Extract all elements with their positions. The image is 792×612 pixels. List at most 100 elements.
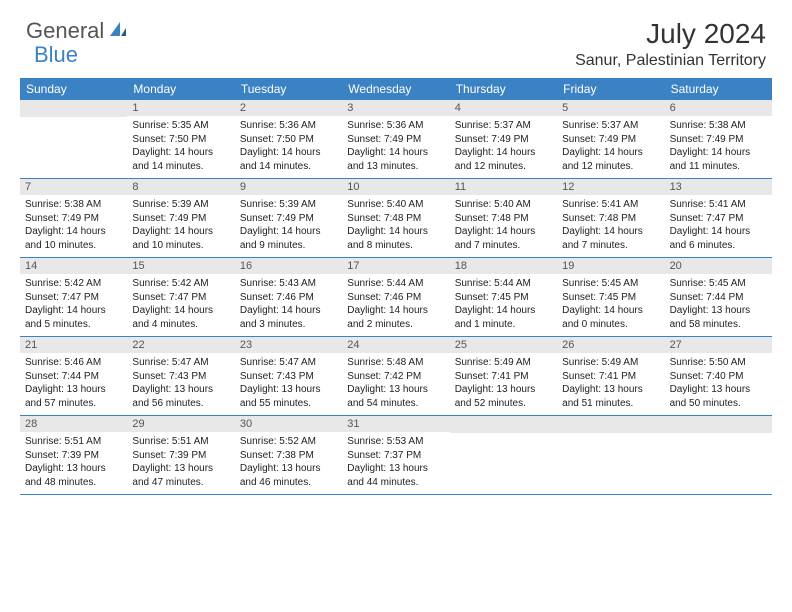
calendar-cell: 1Sunrise: 5:35 AMSunset: 7:50 PMDaylight… [127, 100, 234, 178]
daylight-line1: Daylight: 14 hours [240, 146, 337, 160]
sunset-text: Sunset: 7:45 PM [562, 291, 659, 305]
daylight-line2: and 5 minutes. [25, 318, 122, 332]
title-block: July 2024 Sanur, Palestinian Territory [575, 18, 766, 70]
cell-body: Sunrise: 5:51 AMSunset: 7:39 PMDaylight:… [127, 432, 234, 494]
cell-body: Sunrise: 5:40 AMSunset: 7:48 PMDaylight:… [450, 195, 557, 257]
sunset-text: Sunset: 7:49 PM [25, 212, 122, 226]
daylight-line2: and 13 minutes. [347, 160, 444, 174]
daylight-line1: Daylight: 13 hours [132, 383, 229, 397]
day-number: 20 [665, 258, 772, 274]
daylight-line2: and 6 minutes. [670, 239, 767, 253]
calendar-cell: 26Sunrise: 5:49 AMSunset: 7:41 PMDayligh… [557, 337, 664, 415]
sunrise-text: Sunrise: 5:38 AM [670, 119, 767, 133]
daylight-line2: and 57 minutes. [25, 397, 122, 411]
sunset-text: Sunset: 7:46 PM [347, 291, 444, 305]
daylight-line2: and 7 minutes. [562, 239, 659, 253]
weekday-header: Tuesday [235, 78, 342, 100]
calendar-cell: 15Sunrise: 5:42 AMSunset: 7:47 PMDayligh… [127, 258, 234, 336]
day-number [20, 100, 127, 117]
daylight-line2: and 11 minutes. [670, 160, 767, 174]
sunset-text: Sunset: 7:42 PM [347, 370, 444, 384]
daylight-line1: Daylight: 13 hours [670, 304, 767, 318]
daylight-line1: Daylight: 14 hours [240, 304, 337, 318]
sunrise-text: Sunrise: 5:42 AM [25, 277, 122, 291]
cell-body: Sunrise: 5:49 AMSunset: 7:41 PMDaylight:… [450, 353, 557, 415]
sunrise-text: Sunrise: 5:44 AM [347, 277, 444, 291]
sunrise-text: Sunrise: 5:36 AM [240, 119, 337, 133]
sunrise-text: Sunrise: 5:39 AM [132, 198, 229, 212]
cell-body: Sunrise: 5:45 AMSunset: 7:45 PMDaylight:… [557, 274, 664, 336]
sunset-text: Sunset: 7:49 PM [347, 133, 444, 147]
daylight-line2: and 3 minutes. [240, 318, 337, 332]
sunrise-text: Sunrise: 5:35 AM [132, 119, 229, 133]
sunrise-text: Sunrise: 5:37 AM [455, 119, 552, 133]
calendar-cell: 11Sunrise: 5:40 AMSunset: 7:48 PMDayligh… [450, 179, 557, 257]
calendar-cell: 9Sunrise: 5:39 AMSunset: 7:49 PMDaylight… [235, 179, 342, 257]
cell-body: Sunrise: 5:44 AMSunset: 7:45 PMDaylight:… [450, 274, 557, 336]
day-number: 7 [20, 179, 127, 195]
day-number: 21 [20, 337, 127, 353]
day-number [665, 416, 772, 433]
daylight-line2: and 14 minutes. [240, 160, 337, 174]
sunset-text: Sunset: 7:48 PM [347, 212, 444, 226]
calendar-cell: 14Sunrise: 5:42 AMSunset: 7:47 PMDayligh… [20, 258, 127, 336]
weekday-header: Wednesday [342, 78, 449, 100]
day-number: 25 [450, 337, 557, 353]
day-number: 2 [235, 100, 342, 116]
weekday-header-row: SundayMondayTuesdayWednesdayThursdayFrid… [20, 78, 772, 100]
sunrise-text: Sunrise: 5:49 AM [455, 356, 552, 370]
cell-body: Sunrise: 5:51 AMSunset: 7:39 PMDaylight:… [20, 432, 127, 494]
daylight-line2: and 52 minutes. [455, 397, 552, 411]
cell-body: Sunrise: 5:38 AMSunset: 7:49 PMDaylight:… [665, 116, 772, 178]
daylight-line1: Daylight: 14 hours [670, 146, 767, 160]
day-number: 16 [235, 258, 342, 274]
daylight-line2: and 46 minutes. [240, 476, 337, 490]
calendar-cell: 24Sunrise: 5:48 AMSunset: 7:42 PMDayligh… [342, 337, 449, 415]
weekday-header: Saturday [665, 78, 772, 100]
calendar-cell [557, 416, 664, 494]
sunset-text: Sunset: 7:41 PM [455, 370, 552, 384]
sunrise-text: Sunrise: 5:47 AM [240, 356, 337, 370]
calendar-cell: 18Sunrise: 5:44 AMSunset: 7:45 PMDayligh… [450, 258, 557, 336]
calendar-cell: 2Sunrise: 5:36 AMSunset: 7:50 PMDaylight… [235, 100, 342, 178]
sunset-text: Sunset: 7:49 PM [455, 133, 552, 147]
day-number: 12 [557, 179, 664, 195]
calendar-week-row: 14Sunrise: 5:42 AMSunset: 7:47 PMDayligh… [20, 258, 772, 337]
daylight-line1: Daylight: 14 hours [455, 304, 552, 318]
day-number: 9 [235, 179, 342, 195]
daylight-line1: Daylight: 13 hours [240, 462, 337, 476]
daylight-line1: Daylight: 13 hours [670, 383, 767, 397]
day-number: 6 [665, 100, 772, 116]
daylight-line2: and 10 minutes. [132, 239, 229, 253]
calendar-week-row: 7Sunrise: 5:38 AMSunset: 7:49 PMDaylight… [20, 179, 772, 258]
cell-body: Sunrise: 5:49 AMSunset: 7:41 PMDaylight:… [557, 353, 664, 415]
calendar-cell: 23Sunrise: 5:47 AMSunset: 7:43 PMDayligh… [235, 337, 342, 415]
daylight-line1: Daylight: 14 hours [25, 225, 122, 239]
daylight-line2: and 48 minutes. [25, 476, 122, 490]
day-number [557, 416, 664, 433]
day-number: 4 [450, 100, 557, 116]
brand-part1: General [26, 18, 104, 44]
daylight-line1: Daylight: 14 hours [347, 304, 444, 318]
daylight-line1: Daylight: 14 hours [455, 225, 552, 239]
cell-body: Sunrise: 5:46 AMSunset: 7:44 PMDaylight:… [20, 353, 127, 415]
sunrise-text: Sunrise: 5:49 AM [562, 356, 659, 370]
daylight-line1: Daylight: 13 hours [347, 383, 444, 397]
daylight-line1: Daylight: 13 hours [132, 462, 229, 476]
day-number: 1 [127, 100, 234, 116]
sunset-text: Sunset: 7:48 PM [455, 212, 552, 226]
sunset-text: Sunset: 7:44 PM [25, 370, 122, 384]
weekday-header: Friday [557, 78, 664, 100]
daylight-line2: and 55 minutes. [240, 397, 337, 411]
daylight-line1: Daylight: 14 hours [347, 146, 444, 160]
daylight-line1: Daylight: 14 hours [132, 225, 229, 239]
sunset-text: Sunset: 7:46 PM [240, 291, 337, 305]
daylight-line1: Daylight: 13 hours [347, 462, 444, 476]
sunrise-text: Sunrise: 5:40 AM [455, 198, 552, 212]
calendar-cell: 13Sunrise: 5:41 AMSunset: 7:47 PMDayligh… [665, 179, 772, 257]
calendar-cell: 6Sunrise: 5:38 AMSunset: 7:49 PMDaylight… [665, 100, 772, 178]
sunset-text: Sunset: 7:49 PM [132, 212, 229, 226]
sunrise-text: Sunrise: 5:41 AM [562, 198, 659, 212]
daylight-line2: and 9 minutes. [240, 239, 337, 253]
sunset-text: Sunset: 7:40 PM [670, 370, 767, 384]
